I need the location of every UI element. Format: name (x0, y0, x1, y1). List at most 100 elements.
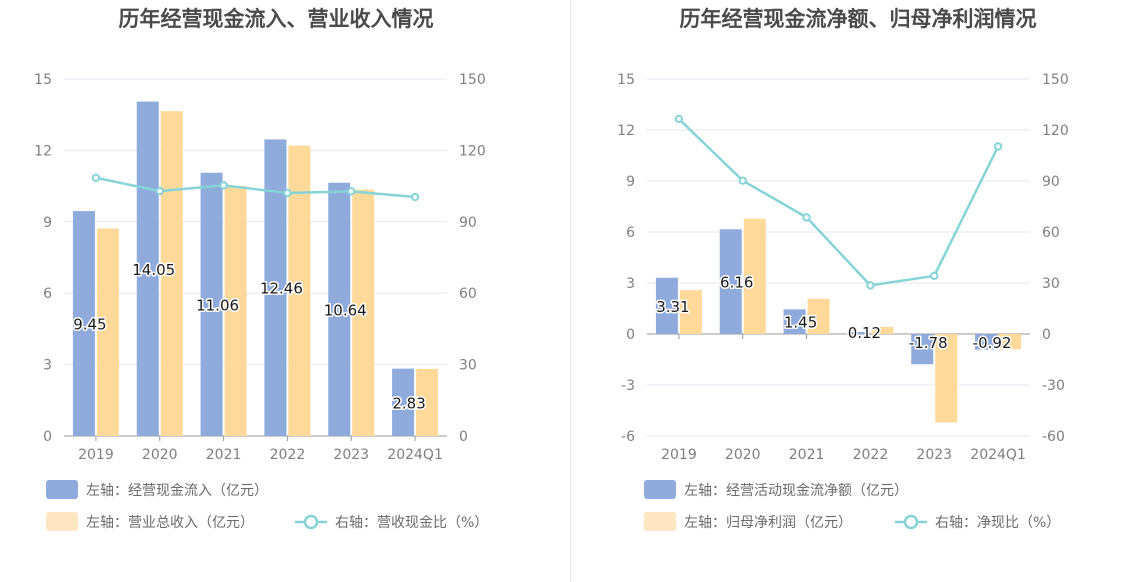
chart-1-left-tick-label: 12 (34, 143, 52, 159)
chart-1-ratio-point (91, 173, 101, 182)
chart-2-bar-orange (679, 290, 702, 334)
chart-2-ratio-point (930, 271, 939, 281)
chart-1-right-tick-label: 30 (459, 358, 477, 374)
chart-2-x-tick-label: 2022 (853, 447, 889, 463)
chart-2-right-tick-label: 60 (1042, 225, 1060, 241)
chart-2-data-label: 1.45 (784, 314, 817, 332)
chart-1-ratio-line (95, 176, 416, 199)
chart-2-legend-swatch (644, 512, 676, 531)
chart-2-x-tick-label: 2024Q1 (970, 447, 1026, 463)
chart-1-x-tick-label: 2020 (142, 447, 178, 463)
chart-1-data-label: 2.83 (392, 394, 425, 412)
chart-1-bar-blue (328, 182, 351, 436)
chart-2-legend-label: 右轴：净现比（%） (935, 515, 1060, 531)
chart-1-legend-label: 左轴：经营现金流入（亿元） (86, 483, 268, 499)
chart-2-left-tick-label: 6 (626, 225, 635, 241)
chart-1-bar-blue (392, 368, 415, 436)
chart-2-bar-blue (655, 277, 678, 334)
chart-2-legend-swatch (644, 480, 676, 499)
chart-2-right-tick-label: 150 (1042, 72, 1069, 88)
chart-2-data-label: -1.78 (909, 334, 948, 352)
chart-1-data-label: 9.45 (73, 316, 106, 334)
chart-2-bar-orange (935, 334, 958, 423)
chart-2-data-label: 6.16 (720, 274, 753, 292)
chart-1-right-tick-label: 90 (459, 215, 477, 231)
chart-2-legend-label: 左轴：归母净利润（亿元） (684, 514, 852, 531)
chart-2-x-tick-label: 2021 (789, 447, 825, 463)
chart-1-bar-blue (264, 139, 287, 436)
chart-1-legend-marker (303, 514, 319, 530)
chart-2-legend-marker (903, 514, 919, 530)
chart-2-bar-blue (783, 309, 806, 334)
chart-1-bar-orange (416, 368, 439, 436)
chart-2-left-tick-label: 9 (626, 174, 635, 190)
chart-1-x-tick-label: 2024Q1 (387, 447, 443, 463)
chart-1-bar-orange (288, 145, 311, 436)
chart-2-bar-blue (719, 229, 742, 334)
chart-1-data-label: 11.06 (196, 296, 239, 314)
chart-2-ratio-point (674, 114, 684, 124)
chart-1-bar-orange (352, 189, 375, 436)
chart-1-x-tick-label: 2021 (206, 447, 242, 463)
chart-2-data-label: 3.31 (656, 298, 689, 316)
chart-1-x-tick-label: 2022 (270, 447, 306, 463)
chart-divider (570, 0, 571, 582)
chart-1-bar-blue (200, 172, 223, 436)
chart-2-right-tick-label: 30 (1042, 276, 1060, 292)
chart-2-left-tick-label: 3 (626, 276, 635, 292)
chart-2-x-tick-label: 2023 (916, 447, 952, 463)
chart-1-left-tick-label: 0 (43, 429, 52, 445)
chart-1-data-label: 12.46 (260, 280, 303, 298)
chart-1-bar-orange (96, 228, 119, 436)
chart-2-bar-blue (975, 334, 998, 350)
chart-1-title: 历年经营现金流入、营业收入情况 (119, 7, 434, 31)
chart-2-right-tick-label: 120 (1042, 123, 1069, 139)
chart-1-ratio-point (347, 187, 356, 196)
chart-1-bar-blue (72, 211, 95, 436)
chart-2-data-label: -0.92 (973, 334, 1012, 352)
chart-1-bar-orange (160, 111, 183, 436)
chart-2-ratio-point (802, 213, 811, 222)
chart-2-right-tick-label: 90 (1042, 174, 1060, 190)
chart-1-x-tick-label: 2019 (78, 447, 114, 463)
chart-1-bar-orange (224, 186, 247, 436)
chart-1-legend-swatch (46, 480, 78, 499)
chart-2-left-tick-label: -6 (621, 429, 635, 445)
chart-2-ratio-line (678, 118, 1000, 287)
chart-2-x-tick-label: 2019 (661, 447, 697, 463)
chart-1-left-tick-label: 15 (34, 72, 52, 88)
chart-2-ratio-point (738, 176, 747, 185)
chart-2-right-tick-label: -60 (1042, 429, 1065, 445)
chart-1-legend-swatch (46, 512, 78, 531)
chart-2-bar-orange (743, 218, 766, 334)
chart-2-right-tick-label: 0 (1042, 327, 1051, 343)
chart-1-data-label: 14.05 (132, 261, 175, 279)
chart-1-ratio-point (410, 192, 420, 202)
chart-2-data-label: 0.12 (848, 324, 881, 342)
chart-1-left-tick-label: 6 (43, 286, 52, 302)
chart-1-right-tick-label: 0 (459, 429, 468, 445)
chart-1-left-tick-label: 3 (43, 358, 52, 374)
chart-1-left-tick-label: 9 (43, 215, 52, 231)
chart-2-bar-blue (911, 334, 934, 365)
chart-2-ratio-point (866, 281, 875, 290)
chart-2-title: 历年经营现金流净额、归母净利润情况 (680, 7, 1037, 31)
chart-2-bar-orange (999, 334, 1022, 350)
chart-1-ratio-point (155, 186, 164, 196)
chart-2-legend-label: 左轴：经营活动现金流净额（亿元） (684, 483, 908, 499)
chart-2-left-tick-label: 12 (617, 123, 635, 139)
chart-2-left-tick-label: 0 (626, 327, 635, 343)
chart-1-bar-blue (136, 101, 159, 437)
chart-2-bar-orange (871, 326, 894, 334)
chart-2-x-tick-label: 2020 (725, 447, 761, 463)
chart-2-bar-blue (847, 331, 870, 334)
chart-1-right-tick-label: 60 (459, 286, 477, 302)
chart-2-right-tick-label: -30 (1042, 378, 1065, 394)
chart-1-ratio-point (219, 181, 228, 190)
chart-1-legend-label: 右轴：营收现金比（%） (335, 515, 488, 531)
chart-2-left-tick-label: -3 (621, 378, 635, 394)
chart-1-legend-label: 左轴：营业总收入（亿元） (86, 515, 254, 531)
chart-1-data-label: 10.64 (324, 301, 367, 319)
chart-1-right-tick-label: 120 (459, 143, 486, 159)
